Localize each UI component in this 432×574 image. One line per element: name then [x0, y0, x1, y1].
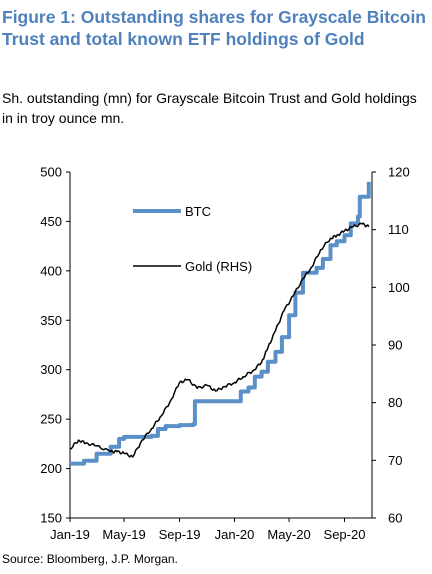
y-left-tick-label: 500: [40, 165, 62, 180]
x-tick-label: Jan-19: [50, 527, 90, 542]
x-tick-label: Sep-20: [324, 527, 366, 542]
figure-title: Figure 1: Outstanding shares for Graysca…: [2, 7, 426, 49]
y-right-tick-label: 100: [388, 280, 410, 295]
figure-subtitle: Sh. outstanding (mn) for Grayscale Bitco…: [2, 90, 417, 126]
y-left-tick-label: 350: [40, 313, 62, 328]
y-left-tick-label: 150: [40, 511, 62, 526]
y-right-tick-label: 60: [388, 511, 402, 526]
source-note: Source: Bloomberg, J.P. Morgan.: [2, 552, 178, 566]
y-right-tick-label: 110: [388, 222, 409, 237]
y-right-tick-label: 80: [388, 395, 402, 410]
series-line-btc: [70, 181, 371, 466]
y-left-tick-label: 400: [40, 263, 62, 278]
y-left-tick-label: 300: [40, 362, 62, 377]
y-left-tick-label: 200: [40, 461, 62, 476]
x-tick-label: Jan-20: [215, 527, 255, 542]
y-left-tick-label: 250: [40, 412, 62, 427]
x-tick-label: May-19: [102, 527, 145, 542]
x-tick-label: Sep-19: [159, 527, 201, 542]
y-right-tick-label: 90: [388, 338, 402, 353]
y-right-tick-label: 120: [388, 165, 410, 180]
y-left-tick-label: 450: [40, 214, 62, 229]
series-line-gold: [69, 222, 370, 458]
legend-label-btc: BTC: [185, 204, 211, 219]
y-right-tick-label: 70: [388, 453, 402, 468]
legend-label-gold: Gold (RHS): [185, 259, 252, 274]
x-tick-label: May-20: [267, 527, 310, 542]
